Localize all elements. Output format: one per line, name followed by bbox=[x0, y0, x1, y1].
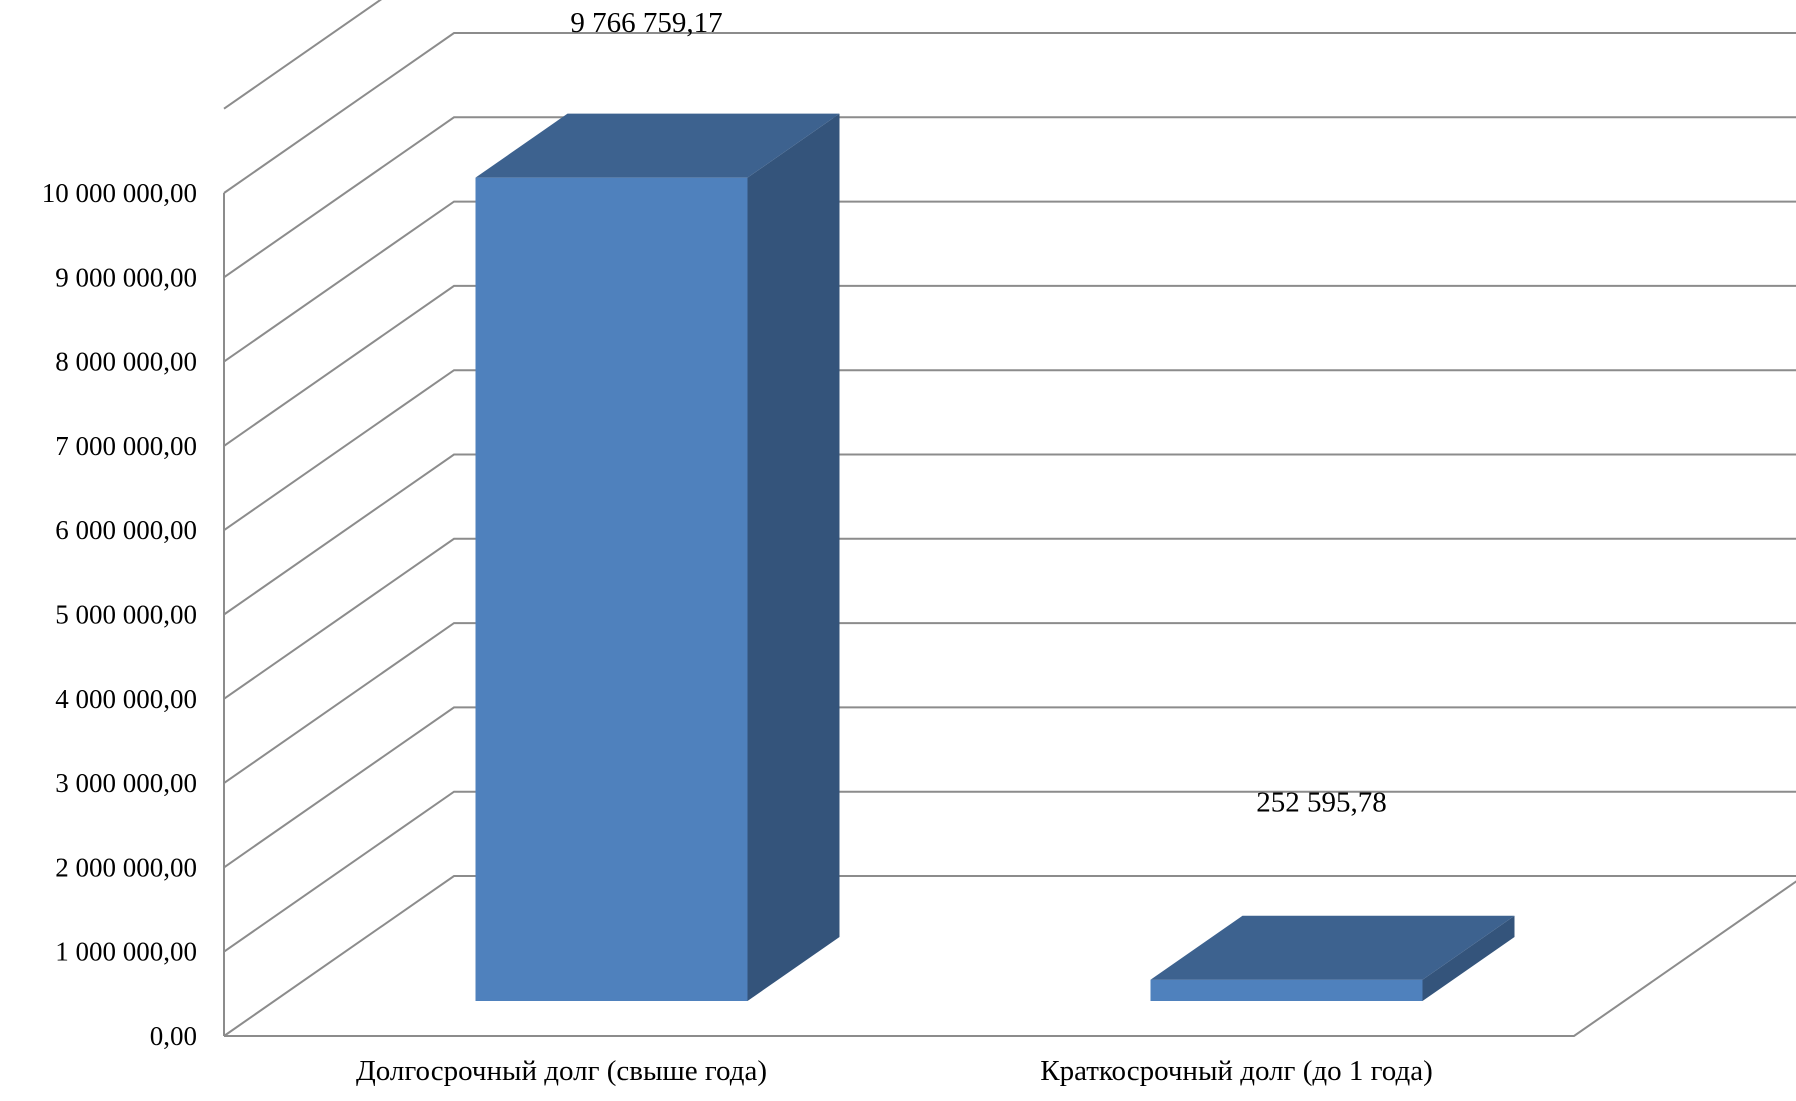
y-tick-label: 3 000 000,00 bbox=[55, 768, 197, 798]
data-label: 9 766 759,17 bbox=[570, 7, 722, 39]
y-tick-label: 9 000 000,00 bbox=[55, 262, 197, 292]
y-tick-label: 1 000 000,00 bbox=[55, 937, 197, 967]
y-tick-label: 6 000 000,00 bbox=[55, 515, 197, 545]
floor-edge bbox=[224, 880, 1796, 1037]
gridline bbox=[223, 369, 1796, 532]
x-category-label: Краткосрочный долг (до 1 года) bbox=[1040, 1055, 1432, 1087]
y-tick-label: 5 000 000,00 bbox=[55, 600, 197, 630]
y-axis-tick-labels: 0,00 1 000 000,00 2 000 000,00 3 000 000,00… bbox=[42, 178, 197, 1051]
bar-front-face bbox=[1150, 979, 1423, 1001]
gridline bbox=[223, 453, 1796, 616]
bar-1 bbox=[475, 113, 840, 1001]
gridline bbox=[223, 200, 1796, 363]
bar-2 bbox=[1150, 915, 1515, 1001]
gridlines bbox=[223, 0, 1796, 1037]
y-tick-label: 4 000 000,00 bbox=[55, 684, 197, 714]
y-tick-label: 0,00 bbox=[150, 1021, 197, 1051]
gridline bbox=[223, 537, 1796, 700]
bar-side-face bbox=[747, 113, 840, 1001]
gridline bbox=[223, 116, 1796, 279]
x-category-label: Долгосрочный долг (свыше года) bbox=[356, 1055, 767, 1087]
gridline bbox=[223, 875, 1796, 1037]
y-tick-label: 2 000 000,00 bbox=[55, 852, 197, 882]
data-label: 252 595,78 bbox=[1256, 787, 1387, 819]
data-labels: 9 766 759,17 252 595,78 bbox=[570, 7, 1386, 819]
bar-top-face bbox=[475, 113, 840, 178]
bar-front-face bbox=[475, 177, 748, 1001]
gridline bbox=[223, 32, 1796, 194]
bars bbox=[475, 113, 1515, 1001]
gridline bbox=[223, 706, 1796, 869]
gridline bbox=[223, 0, 383, 110]
gridline bbox=[223, 790, 1796, 953]
bar-side-face bbox=[1422, 915, 1515, 1001]
x-axis-category-labels: Долгосрочный долг (свыше года) Краткосроч… bbox=[356, 1055, 1433, 1087]
gridline bbox=[223, 284, 1796, 447]
gridline bbox=[223, 622, 1796, 784]
y-tick-label: 10 000 000,00 bbox=[42, 178, 197, 208]
bar-top-face bbox=[1150, 915, 1515, 980]
y-tick-label: 7 000 000,00 bbox=[55, 431, 197, 461]
y-tick-label: 8 000 000,00 bbox=[55, 347, 197, 377]
